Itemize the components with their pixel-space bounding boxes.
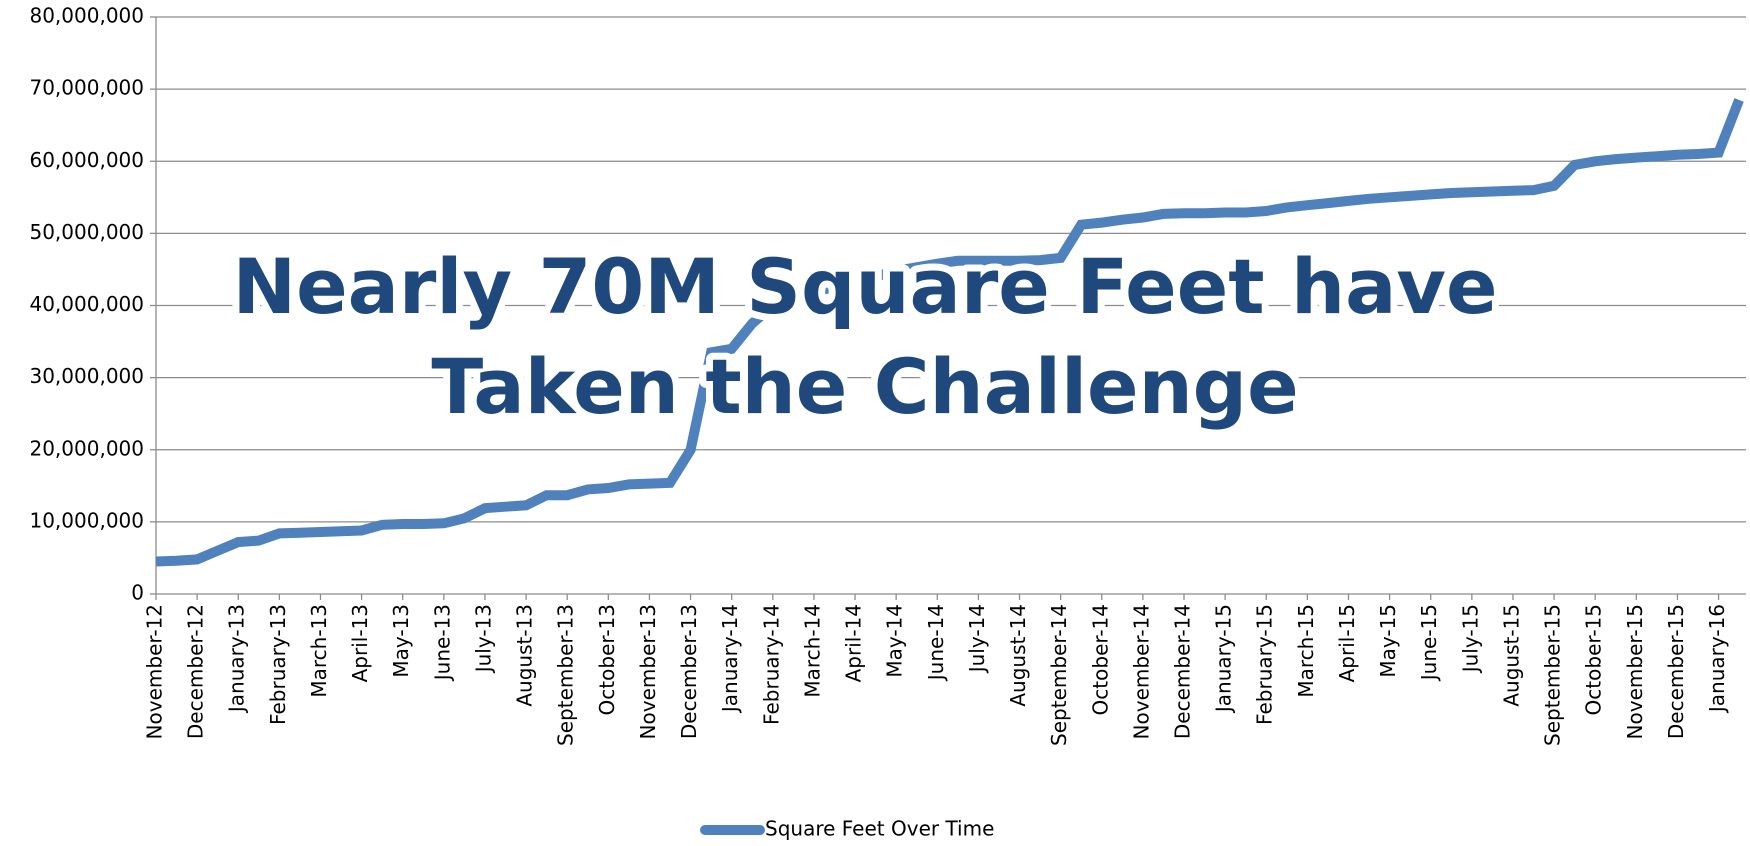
x-tick-label: January-16: [1705, 604, 1729, 714]
x-tick-label: April-13: [348, 604, 372, 682]
y-tick-label: 10,000,000: [29, 508, 144, 532]
y-tick-label: 0: [131, 581, 144, 605]
x-tick-label: May-14: [883, 604, 907, 678]
x-tick-label: January-14: [718, 604, 742, 714]
x-tick-label: November-15: [1623, 604, 1647, 739]
series-line: [155, 98, 1744, 567]
x-tick-label: November-14: [1129, 604, 1153, 739]
x-tick-label: December-12: [184, 604, 208, 739]
legend-label: Square Feet Over Time: [765, 817, 994, 841]
x-tick-label: February-13: [266, 604, 290, 725]
x-tick-label: October-15: [1582, 604, 1606, 715]
y-tick-label: 20,000,000: [29, 436, 144, 460]
x-tick-label: July-14: [965, 604, 989, 674]
x-tick-label: November-13: [636, 604, 660, 739]
x-tick-label: March-15: [1294, 604, 1318, 698]
x-tick-label: March-14: [800, 604, 824, 698]
y-tick-label: 50,000,000: [29, 220, 144, 244]
x-tick-label: August-13: [513, 604, 537, 707]
x-tick-label: September-14: [1047, 604, 1071, 746]
x-tick-label: September-13: [554, 604, 578, 746]
x-tick-label: June-13: [430, 604, 454, 682]
x-tick-label: January-13: [225, 604, 249, 714]
y-tick-label: 70,000,000: [29, 76, 144, 100]
x-tick-label: February-14: [759, 604, 783, 725]
y-tick-label: 30,000,000: [29, 364, 144, 388]
x-tick-label: October-13: [595, 604, 619, 715]
x-tick-label: December-15: [1664, 604, 1688, 739]
x-tick-label: January-15: [1212, 604, 1236, 714]
x-tick-label: December-14: [1171, 604, 1195, 739]
x-tick-label: June-15: [1417, 604, 1441, 682]
x-tick-label: November-12: [143, 604, 167, 739]
x-tick-label: September-15: [1541, 604, 1565, 746]
x-tick-label: June-14: [924, 604, 948, 682]
annotation: Nearly 70M Square Feet have: [232, 242, 1497, 331]
x-tick-label: December-13: [677, 604, 701, 739]
x-tick-label: October-14: [1088, 604, 1112, 715]
x-tick-label: March-13: [307, 604, 331, 698]
y-tick-label: 80,000,000: [29, 4, 144, 28]
x-tick-label: April-14: [842, 604, 866, 682]
y-tick-label: 60,000,000: [29, 148, 144, 172]
x-tick-label: May-15: [1376, 604, 1400, 678]
x-tick-label: August-15: [1499, 604, 1523, 707]
x-tick-label: July-15: [1458, 604, 1482, 674]
x-tick-label: August-14: [1006, 604, 1030, 707]
y-tick-label: 40,000,000: [29, 292, 144, 316]
x-tick-label: May-13: [389, 604, 413, 678]
x-tick-label: July-13: [471, 604, 495, 674]
x-tick-label: April-15: [1335, 604, 1359, 682]
annotation: Taken the Challenge: [431, 342, 1298, 431]
x-tick-label: February-15: [1253, 604, 1277, 725]
